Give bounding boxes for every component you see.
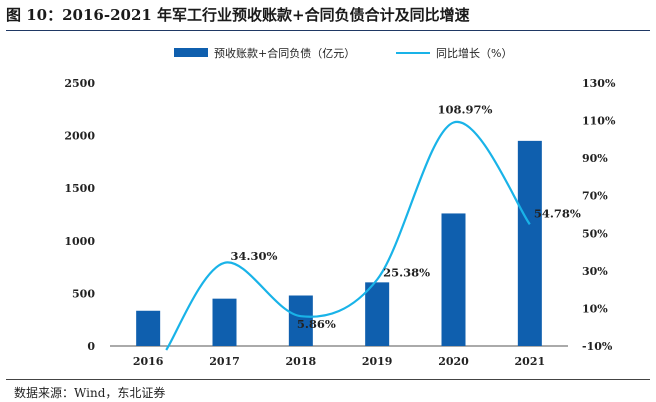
right-tick-label: 70% (582, 190, 608, 203)
line-data-label: 108.97% (438, 103, 493, 117)
bar-2017 (212, 298, 237, 346)
legend-line-label: 同比增长（%） (436, 46, 512, 60)
line-data-label: 5.86% (297, 317, 336, 331)
line-data-labels: 34.30% 5.86% 25.38% 108.97% 54.78% (231, 103, 581, 332)
x-tick-label: 2018 (286, 355, 317, 368)
left-tick-label: 0 (87, 340, 95, 353)
left-tick-label: 2000 (64, 130, 95, 143)
bar-2021 (517, 140, 542, 346)
right-tick-label: 90% (582, 152, 608, 165)
right-tick-label: 130% (582, 77, 616, 90)
line-data-label: 54.78% (534, 206, 581, 220)
left-tick-label: 2500 (64, 77, 95, 90)
right-tick-label: 30% (582, 265, 608, 278)
x-tick-label: 2020 (438, 355, 469, 368)
title-divider (6, 30, 650, 31)
legend: 预收账款+合同负债（亿元） 同比增长（%） (174, 46, 512, 60)
left-axis: 0 500 1000 1500 2000 2500 (64, 77, 95, 353)
legend-bar-swatch (174, 48, 208, 57)
line-data-label: 25.38% (383, 266, 430, 280)
legend-bar-label: 预收账款+合同负债（亿元） (214, 46, 355, 60)
line-data-label: 34.30% (231, 249, 278, 263)
bar-2016 (136, 310, 161, 346)
x-tick-label: 2021 (515, 355, 546, 368)
right-tick-label: 50% (582, 227, 608, 240)
right-tick-label: 10% (582, 302, 608, 315)
right-tick-label: -10% (582, 340, 613, 353)
footer-divider (6, 379, 650, 380)
right-axis: -10% 10% 30% 50% 70% 90% 110% 130% (582, 77, 616, 353)
line-series (165, 121, 531, 351)
figure-title: 图 10：2016-2021 年军工行业预收账款+合同负债合计及同比增速 (6, 6, 470, 24)
left-tick-label: 1000 (64, 235, 95, 248)
right-tick-label: 110% (582, 115, 616, 128)
x-tick-label: 2016 (133, 355, 164, 368)
growth-line (165, 121, 531, 351)
x-axis: 2016 2017 2018 2019 2020 2021 (110, 345, 568, 368)
bar-series (136, 140, 542, 346)
left-tick-label: 1500 (64, 182, 95, 195)
bar-2019 (365, 282, 390, 346)
x-tick-label: 2019 (362, 355, 393, 368)
x-tick-label: 2017 (209, 355, 240, 368)
bar-2018 (288, 295, 313, 346)
left-tick-label: 500 (72, 287, 95, 300)
source-note: 数据来源：Wind，东北证券 (14, 386, 166, 400)
bar-2020 (441, 213, 466, 346)
